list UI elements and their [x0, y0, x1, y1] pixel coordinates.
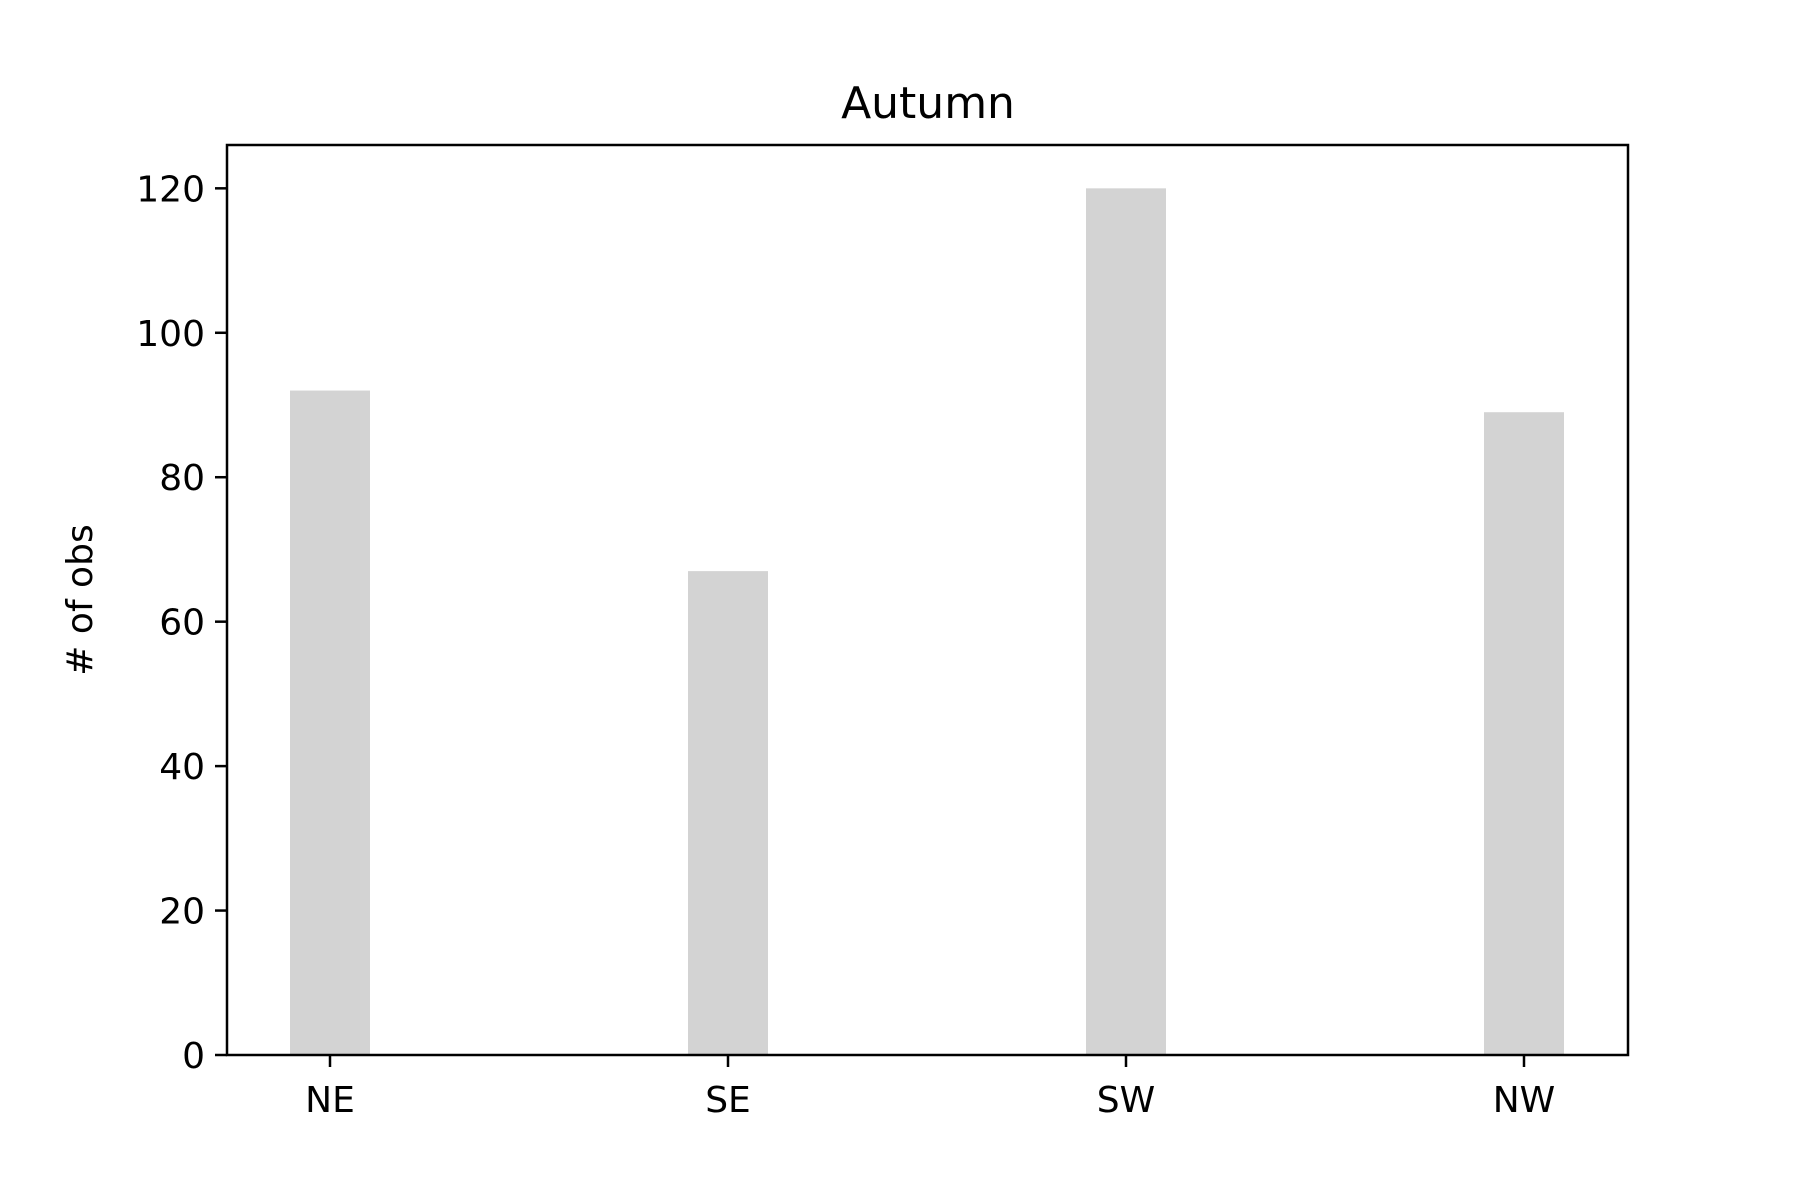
bar-nw: [1484, 412, 1564, 1055]
plot-frame: [225, 143, 1630, 1057]
x-tick-label-ne: NE: [305, 1080, 355, 1121]
ticks-layer: NE SE SW NW 0 20 40 60 80 100 120: [136, 169, 1555, 1121]
x-tick-label-sw: SW: [1097, 1080, 1155, 1121]
y-tick-label-100: 100: [136, 314, 205, 355]
y-tick-label-40: 40: [159, 747, 205, 788]
bars-layer: [290, 188, 1564, 1056]
y-axis-label: # of obs: [60, 524, 101, 675]
chart-title: Autumn: [841, 78, 1015, 129]
y-tick-label-60: 60: [159, 603, 205, 644]
y-tick-label-80: 80: [159, 458, 205, 499]
bar-se: [688, 571, 768, 1055]
bar-sw: [1086, 188, 1166, 1056]
y-tick-label-20: 20: [159, 892, 205, 933]
y-tick-label-120: 120: [136, 169, 205, 210]
y-tick-label-0: 0: [182, 1036, 205, 1077]
x-tick-label-se: SE: [705, 1080, 751, 1121]
x-tick-label-nw: NW: [1493, 1080, 1556, 1121]
bar-ne: [290, 390, 370, 1055]
